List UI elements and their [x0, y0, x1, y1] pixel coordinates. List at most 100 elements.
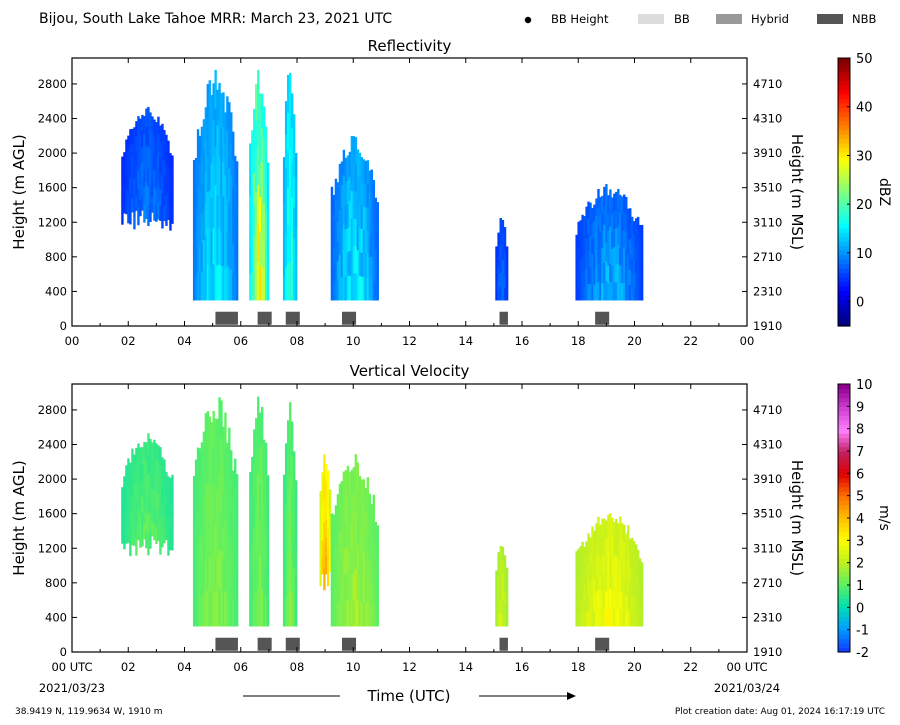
colorbar-tick-label: 2 [856, 557, 864, 572]
echo-cell [609, 550, 612, 570]
echo-cell [259, 196, 262, 232]
echo-cell [342, 149, 346, 176]
echo-cell [631, 611, 634, 627]
nbb-bar [215, 311, 238, 325]
echo-cell [255, 452, 258, 488]
echo-cell [587, 218, 590, 235]
echo-cell [232, 496, 235, 523]
nbb-bar [257, 637, 272, 651]
colorbar-segment [838, 209, 850, 215]
echo-cell [133, 144, 136, 162]
echo-cell [212, 191, 215, 229]
echo-cell [336, 201, 340, 222]
x-tick-label: 12 [402, 334, 417, 348]
colorbar-segment [838, 196, 850, 202]
echo-cell [167, 193, 170, 207]
echo-cell [266, 575, 270, 602]
echo-cell [200, 564, 204, 596]
echo-cell [123, 500, 126, 513]
echo-cell [167, 515, 170, 530]
echo-cell [259, 231, 262, 267]
y-tick-label-right: 3910 [753, 146, 782, 160]
echo-cell [336, 494, 340, 517]
echo-cell [356, 149, 360, 175]
echo-cell [192, 206, 196, 231]
echo-cell [159, 141, 162, 158]
echo-cell [167, 166, 170, 181]
echo-cell [376, 234, 379, 252]
echo-cell [230, 174, 233, 207]
echo-cell [169, 153, 172, 167]
echo-cell [368, 603, 371, 627]
echo-cell [583, 560, 586, 574]
echo-cell [218, 397, 221, 436]
echo-cell [196, 129, 200, 159]
echo-cell [266, 231, 270, 255]
echo-cell [344, 522, 348, 549]
echo-cell [499, 259, 503, 274]
echo-cell [633, 541, 636, 556]
echo-cell [621, 230, 624, 249]
echo-cell [200, 184, 204, 214]
echo-cell [617, 244, 620, 264]
echo-cell [366, 502, 369, 528]
echo-cell [169, 165, 172, 180]
echo-cell [125, 478, 128, 492]
echo-cell [589, 611, 592, 627]
echo-cell [575, 289, 578, 301]
echo-cell [597, 244, 600, 264]
echo-cell [627, 284, 630, 301]
echo-cell [635, 259, 638, 274]
echo-cell [292, 451, 296, 481]
echo-cell [192, 575, 196, 602]
colorbar-segment [838, 142, 850, 148]
echo-cell [194, 542, 198, 571]
echo-cell [222, 127, 225, 163]
echo-cell [362, 253, 366, 277]
echo-cell [636, 258, 640, 273]
echo-cell [332, 533, 336, 553]
echo-cell [159, 447, 162, 466]
echo-cell [360, 577, 364, 603]
echo-cell [220, 588, 223, 627]
echo-cell [593, 562, 596, 579]
echo-cell [358, 576, 362, 602]
echo-cell [169, 525, 172, 539]
echo-cell [125, 517, 128, 531]
echo-cell [505, 246, 509, 256]
colorbar-segment [838, 80, 850, 86]
echo-cell [358, 275, 362, 301]
echo-cell [348, 600, 352, 627]
echo-cell [292, 509, 296, 540]
echo-cell [368, 256, 371, 279]
y-tick-label-right: 3510 [753, 181, 782, 195]
echo-cell [224, 590, 227, 627]
time-arrow-head-icon [567, 692, 576, 700]
echo-cell [129, 478, 132, 495]
echo-cell [253, 236, 256, 269]
echo-region [330, 454, 379, 627]
echo-cell [228, 559, 231, 594]
colorbar-segment [838, 245, 850, 251]
echo-cell [196, 157, 200, 187]
echo-cell [290, 591, 294, 627]
echo-cell [290, 523, 294, 559]
x-tick-label: 04 [177, 660, 192, 674]
echo-cell [346, 275, 350, 301]
echo-cell [235, 253, 239, 278]
echo-cell [210, 422, 213, 457]
echo-cell [623, 592, 626, 610]
echo-cell [234, 227, 237, 253]
echo-cell [141, 496, 144, 514]
echo-cell [294, 251, 298, 276]
colorbar-segment [838, 267, 850, 273]
echo-cell [348, 523, 352, 550]
echo-cell [623, 212, 626, 231]
echo-cell [218, 119, 221, 156]
echo-cell [264, 184, 268, 214]
echo-cell [366, 276, 369, 301]
echo-cell [131, 128, 134, 144]
echo-cell [290, 455, 294, 491]
echo-cell [617, 281, 620, 301]
echo-cell [218, 191, 221, 229]
